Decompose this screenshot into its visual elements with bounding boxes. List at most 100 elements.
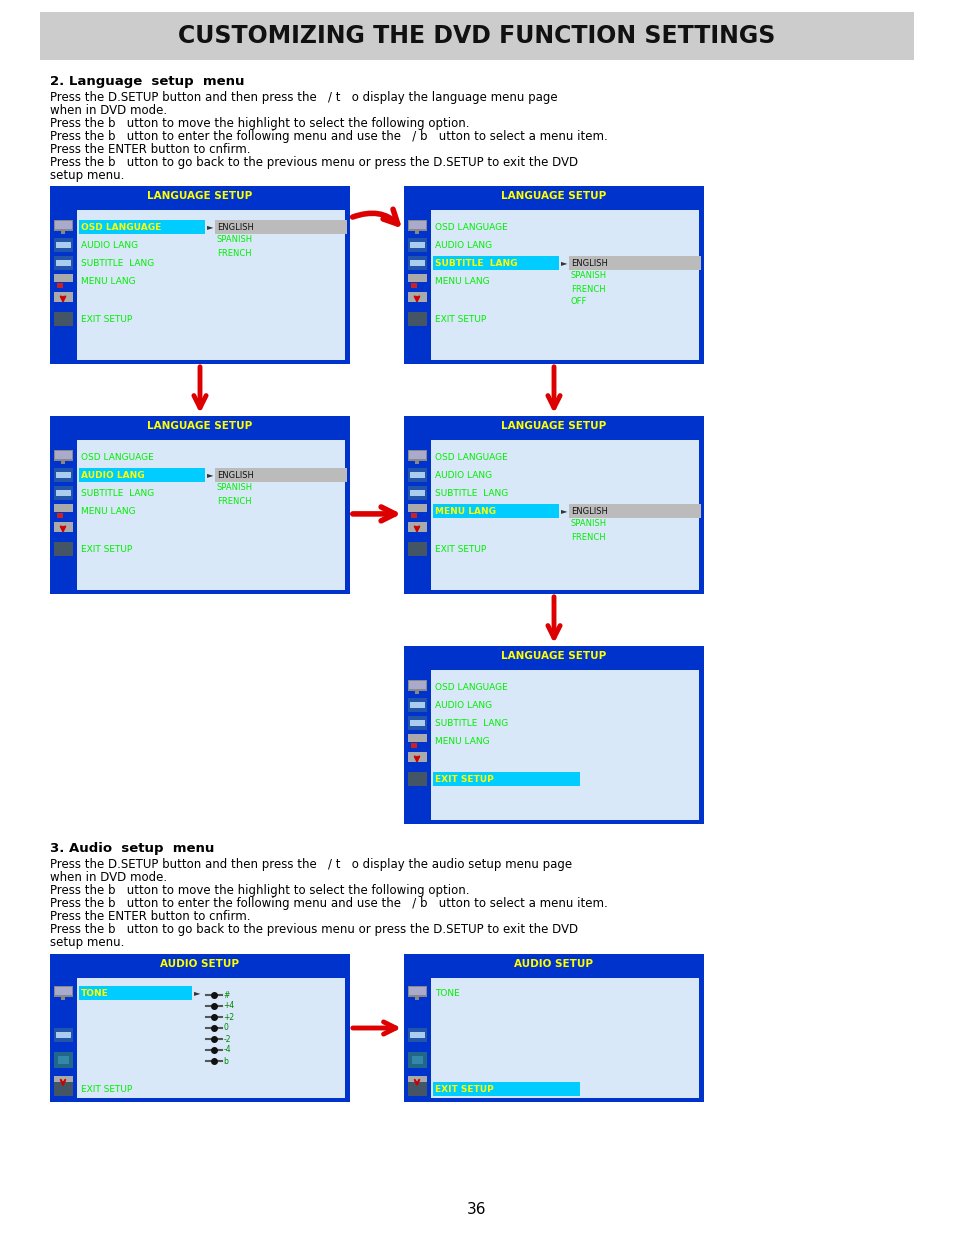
- Text: ►: ►: [207, 222, 213, 231]
- Bar: [408, 1077, 427, 1087]
- Text: SUBTITLE  LANG: SUBTITLE LANG: [435, 258, 517, 268]
- Text: EXIT SETUP: EXIT SETUP: [81, 545, 132, 553]
- Bar: [415, 461, 418, 464]
- Bar: [50, 953, 350, 1102]
- Text: AUDIO LANG: AUDIO LANG: [435, 471, 492, 479]
- Text: MENU LANG: MENU LANG: [81, 277, 135, 285]
- Text: SUBTITLE  LANG: SUBTITLE LANG: [81, 258, 154, 268]
- Bar: [408, 680, 427, 692]
- Bar: [54, 1029, 73, 1042]
- Bar: [54, 487, 73, 500]
- Text: 3. Audio  setup  menu: 3. Audio setup menu: [50, 842, 214, 855]
- Bar: [568, 256, 700, 270]
- Bar: [410, 261, 424, 266]
- Text: ►: ►: [207, 471, 213, 479]
- Text: TONE: TONE: [81, 988, 109, 998]
- Bar: [77, 440, 345, 590]
- Bar: [61, 231, 65, 233]
- Bar: [55, 451, 71, 459]
- Text: EXIT SETUP: EXIT SETUP: [435, 1084, 494, 1093]
- Bar: [431, 978, 699, 1098]
- Text: AUDIO SETUP: AUDIO SETUP: [514, 960, 593, 969]
- Bar: [40, 12, 913, 61]
- Bar: [54, 238, 73, 252]
- Bar: [214, 220, 347, 233]
- Bar: [408, 450, 427, 461]
- Text: MENU LANG: MENU LANG: [435, 506, 496, 515]
- Bar: [409, 680, 426, 689]
- Bar: [408, 1029, 427, 1042]
- Bar: [410, 1032, 424, 1039]
- Bar: [57, 283, 63, 288]
- Bar: [408, 256, 427, 270]
- Bar: [54, 522, 73, 532]
- Text: Press the ENTER button to cnfirm.: Press the ENTER button to cnfirm.: [50, 910, 251, 923]
- Bar: [415, 231, 418, 233]
- Text: MENU LANG: MENU LANG: [435, 736, 489, 746]
- Text: b: b: [223, 1056, 228, 1066]
- Bar: [411, 743, 416, 748]
- Text: Press the b   utton to go back to the previous menu or press the D.SETUP to exit: Press the b utton to go back to the prev…: [50, 156, 578, 169]
- Text: FRENCH: FRENCH: [570, 532, 605, 541]
- Text: SUBTITLE  LANG: SUBTITLE LANG: [435, 719, 508, 727]
- Text: MENU LANG: MENU LANG: [435, 277, 489, 285]
- Text: SPANISH: SPANISH: [570, 272, 606, 280]
- Text: 2. Language  setup  menu: 2. Language setup menu: [50, 75, 244, 88]
- Bar: [403, 416, 703, 594]
- Text: AUDIO LANG: AUDIO LANG: [81, 471, 145, 479]
- Bar: [410, 701, 424, 708]
- Text: OSD LANGUAGE: OSD LANGUAGE: [435, 222, 507, 231]
- Bar: [61, 997, 65, 1000]
- Text: ►: ►: [560, 506, 567, 515]
- Text: #: #: [223, 990, 230, 999]
- Bar: [55, 987, 71, 995]
- Bar: [61, 461, 65, 464]
- Bar: [54, 450, 73, 461]
- Text: MENU LANG: MENU LANG: [81, 506, 135, 515]
- Text: ENGLISH: ENGLISH: [570, 506, 607, 515]
- Bar: [408, 504, 427, 513]
- Bar: [56, 490, 71, 496]
- Text: EXIT SETUP: EXIT SETUP: [81, 1084, 132, 1093]
- Text: Press the b   utton to move the highlight to select the following option.: Press the b utton to move the highlight …: [50, 117, 469, 130]
- Text: OSD LANGUAGE: OSD LANGUAGE: [81, 222, 161, 231]
- Text: LANGUAGE SETUP: LANGUAGE SETUP: [501, 191, 606, 201]
- Bar: [408, 986, 427, 997]
- Bar: [408, 238, 427, 252]
- Bar: [55, 221, 71, 228]
- Bar: [54, 542, 73, 556]
- Text: -4: -4: [223, 1046, 231, 1055]
- Bar: [415, 692, 418, 694]
- Text: LANGUAGE SETUP: LANGUAGE SETUP: [501, 421, 606, 431]
- Bar: [54, 312, 73, 326]
- Bar: [408, 220, 427, 231]
- Text: ►: ►: [560, 258, 567, 268]
- Text: OSD LANGUAGE: OSD LANGUAGE: [435, 683, 507, 692]
- Bar: [409, 987, 426, 995]
- Bar: [410, 490, 424, 496]
- Bar: [54, 1077, 73, 1087]
- Text: SUBTITLE  LANG: SUBTITLE LANG: [435, 489, 508, 498]
- Bar: [58, 1056, 69, 1065]
- Text: EXIT SETUP: EXIT SETUP: [435, 545, 486, 553]
- Bar: [408, 734, 427, 742]
- Text: FRENCH: FRENCH: [216, 496, 252, 505]
- Text: 36: 36: [467, 1203, 486, 1218]
- Bar: [77, 210, 345, 359]
- Text: AUDIO LANG: AUDIO LANG: [81, 241, 138, 249]
- Bar: [56, 242, 71, 248]
- Text: SPANISH: SPANISH: [216, 236, 253, 245]
- Bar: [403, 186, 703, 364]
- Text: OSD LANGUAGE: OSD LANGUAGE: [81, 452, 153, 462]
- Bar: [54, 1052, 73, 1068]
- Bar: [79, 468, 205, 482]
- Bar: [408, 698, 427, 713]
- Text: ►: ►: [193, 988, 200, 998]
- Bar: [77, 978, 345, 1098]
- Bar: [54, 1082, 73, 1095]
- Bar: [410, 472, 424, 478]
- Bar: [408, 522, 427, 532]
- Text: CUSTOMIZING THE DVD FUNCTION SETTINGS: CUSTOMIZING THE DVD FUNCTION SETTINGS: [178, 23, 775, 48]
- Text: when in DVD mode.: when in DVD mode.: [50, 104, 167, 117]
- Text: setup menu.: setup menu.: [50, 169, 124, 182]
